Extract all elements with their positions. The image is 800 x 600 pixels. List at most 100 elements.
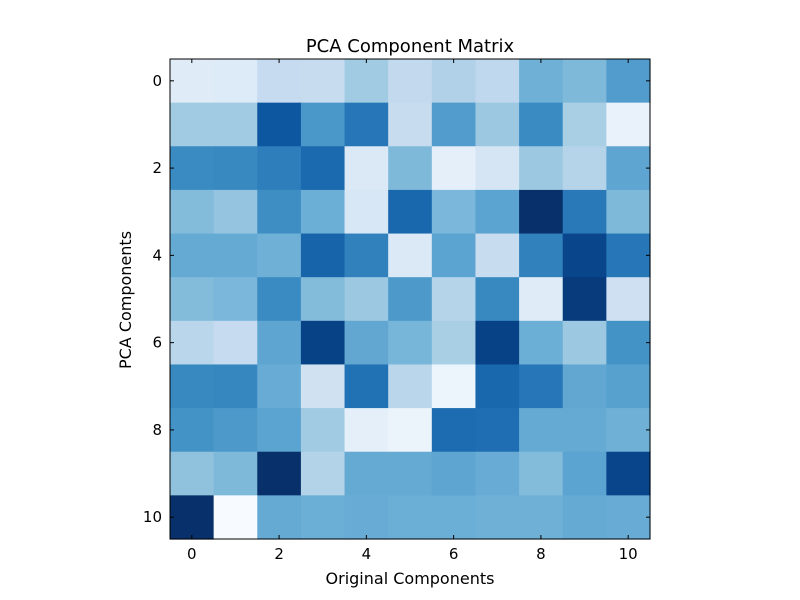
heatmap-cell bbox=[562, 408, 607, 453]
heatmap-cell bbox=[257, 277, 302, 322]
heatmap-cell bbox=[562, 277, 607, 322]
y-tick-label: 2 bbox=[152, 159, 162, 177]
heatmap-cell bbox=[170, 277, 215, 322]
x-tick-label: 6 bbox=[449, 545, 459, 563]
heatmap-cell bbox=[475, 320, 520, 366]
heatmap-cell bbox=[344, 320, 389, 366]
heatmap-cell bbox=[431, 189, 477, 235]
heatmap-cell bbox=[519, 277, 564, 322]
heatmap-cell bbox=[519, 59, 564, 104]
y-tick-label: 10 bbox=[143, 508, 162, 526]
x-axis-label: Original Components bbox=[326, 569, 495, 588]
y-tick-label: 0 bbox=[152, 72, 162, 90]
heatmap-cell bbox=[344, 451, 389, 496]
heatmap-cell bbox=[562, 495, 607, 540]
heatmap-cell bbox=[606, 59, 651, 104]
heatmap-cell bbox=[388, 189, 433, 235]
heatmap-cell bbox=[431, 495, 477, 540]
heatmap-cell bbox=[388, 277, 433, 322]
heatmap-cell bbox=[431, 102, 477, 147]
heatmap-cell bbox=[431, 364, 477, 409]
heatmap-cell bbox=[606, 146, 651, 191]
x-tick-label: 0 bbox=[187, 545, 197, 563]
heatmap-cell bbox=[606, 364, 651, 409]
heatmap-cell bbox=[300, 495, 346, 540]
heatmap-cell bbox=[388, 146, 433, 191]
heatmap-cell bbox=[344, 495, 389, 540]
heatmap-cell bbox=[257, 495, 302, 540]
heatmap-cell bbox=[388, 320, 433, 366]
heatmap-cell bbox=[170, 320, 215, 366]
y-tick-label: 4 bbox=[152, 246, 162, 264]
heatmap-cell bbox=[475, 364, 520, 409]
heatmap-cell bbox=[300, 364, 346, 409]
heatmap-cell bbox=[606, 233, 651, 278]
heatmap-cell bbox=[388, 364, 433, 409]
heatmap-cell bbox=[606, 495, 651, 540]
heatmap-cell bbox=[606, 277, 651, 322]
heatmap-cell bbox=[475, 189, 520, 235]
heatmap-cell bbox=[170, 59, 215, 104]
heatmap-cell bbox=[170, 233, 215, 278]
x-tick-label: 10 bbox=[619, 545, 638, 563]
heatmap-cell bbox=[519, 233, 564, 278]
heatmap-cell bbox=[431, 59, 477, 104]
heatmap-cell bbox=[388, 495, 433, 540]
y-axis-ticks: 0 2 4 6 8 10 bbox=[143, 72, 650, 526]
heatmap-cell bbox=[170, 189, 215, 235]
heatmap-cell bbox=[562, 364, 607, 409]
heatmap-cells bbox=[170, 59, 651, 540]
heatmap-cell bbox=[300, 277, 346, 322]
heatmap-cell bbox=[300, 59, 346, 104]
heatmap-cell bbox=[257, 189, 302, 235]
heatmap-cell bbox=[388, 233, 433, 278]
heatmap-cell bbox=[431, 320, 477, 366]
heatmap-cell bbox=[431, 277, 477, 322]
heatmap-cell bbox=[388, 451, 433, 496]
heatmap-cell bbox=[562, 189, 607, 235]
heatmap-cell bbox=[170, 102, 215, 147]
heatmap-cell bbox=[431, 146, 477, 191]
x-tick-label: 4 bbox=[362, 545, 372, 563]
heatmap-cell bbox=[344, 364, 389, 409]
heatmap-cell bbox=[213, 59, 258, 104]
heatmap-cell bbox=[257, 364, 302, 409]
heatmap-cell bbox=[257, 451, 302, 496]
heatmap-cell bbox=[344, 189, 389, 235]
heatmap-cell bbox=[344, 59, 389, 104]
heatmap-cell bbox=[519, 146, 564, 191]
heatmap-cell bbox=[562, 233, 607, 278]
heatmap-cell bbox=[300, 146, 346, 191]
heatmap-cell bbox=[562, 451, 607, 496]
heatmap-cell bbox=[606, 102, 651, 147]
heatmap-cell bbox=[431, 233, 477, 278]
heatmap-cell bbox=[562, 102, 607, 147]
heatmap-cell bbox=[300, 233, 346, 278]
heatmap-cell bbox=[562, 146, 607, 191]
plot-frame bbox=[169, 58, 651, 540]
heatmap-cell bbox=[475, 59, 520, 104]
heatmap-cell bbox=[519, 495, 564, 540]
x-tick-label: 2 bbox=[274, 545, 284, 563]
heatmap-cell bbox=[213, 277, 258, 322]
y-tick-label: 8 bbox=[152, 421, 162, 439]
heatmap-cell bbox=[257, 146, 302, 191]
heatmap-cell bbox=[519, 408, 564, 453]
heatmap-cell bbox=[213, 233, 258, 278]
heatmap-cell bbox=[431, 451, 477, 496]
heatmap-cell bbox=[213, 146, 258, 191]
heatmap-cell bbox=[213, 320, 258, 366]
heatmap-cell bbox=[475, 233, 520, 278]
heatmap-cell bbox=[475, 102, 520, 147]
heatmap-cell bbox=[606, 408, 651, 453]
x-axis-ticks: 0 2 4 6 8 10 bbox=[187, 59, 638, 563]
heatmap-cell bbox=[300, 320, 346, 366]
heatmap-cell bbox=[475, 277, 520, 322]
heatmap-cell bbox=[475, 495, 520, 540]
heatmap-cell bbox=[213, 189, 258, 235]
heatmap-cell bbox=[257, 59, 302, 104]
heatmap-cell bbox=[606, 451, 651, 496]
y-tick-label: 6 bbox=[152, 334, 162, 352]
heatmap-cell bbox=[519, 451, 564, 496]
heatmap-cell bbox=[213, 451, 258, 496]
